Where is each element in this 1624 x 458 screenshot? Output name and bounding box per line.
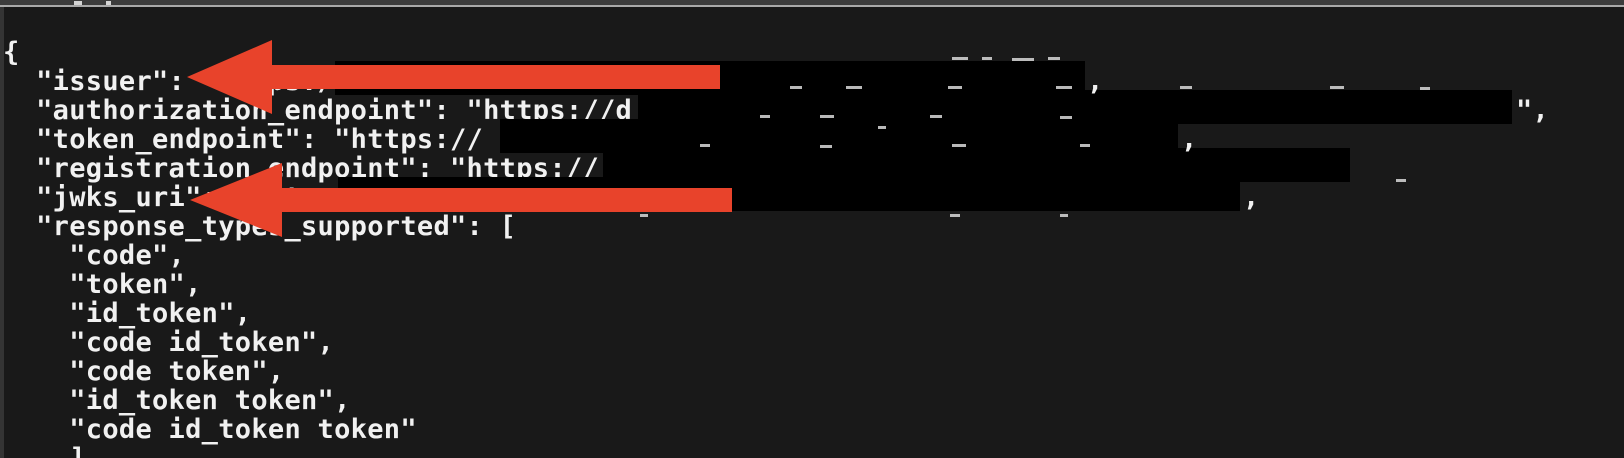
redacted-text-remnant [1060, 116, 1072, 119]
json-suffix-issuer: , [1087, 66, 1104, 97]
window-edge-left [0, 7, 4, 458]
json-suffix-authorization: ", [1516, 95, 1550, 126]
json-suffix-token: , [1181, 124, 1198, 155]
json-line-id-token-token: "id_token token", [3, 385, 351, 416]
redacted-text-remnant [948, 86, 962, 89]
json-line-jwks-uri: "jwks_uri": "https:// [3, 182, 384, 213]
redacted-text-remnant [700, 144, 710, 147]
redacted-text-remnant [1420, 87, 1430, 90]
json-line-token: "token", [3, 269, 202, 300]
redacted-text-remnant [1080, 144, 1090, 147]
json-line-code-token: "code token", [3, 356, 285, 387]
redacted-text-remnant [846, 86, 862, 89]
json-suffix-jwks: , [1243, 182, 1260, 213]
window-divider [0, 5, 1624, 7]
window-edge-strip [0, 0, 1624, 5]
redaction-bar-authorization [638, 90, 1512, 124]
redacted-text-remnant [820, 145, 832, 148]
redacted-text-remnant [950, 214, 960, 217]
json-line-response-types: "response_types_supported": [ [3, 211, 517, 242]
redacted-text-remnant [1048, 57, 1060, 60]
redacted-text-remnant [790, 86, 802, 89]
redacted-text-remnant [640, 214, 648, 217]
redacted-text-remnant [878, 126, 886, 129]
clipped-text-remnant [74, 1, 82, 5]
json-line-code-id-token-token: "code id_token token" [3, 414, 417, 445]
redacted-text-remnant [1056, 86, 1072, 89]
redacted-text-remnant [1180, 86, 1192, 89]
redacted-text-remnant [952, 57, 968, 60]
redacted-text-remnant [668, 86, 678, 89]
json-line-close-bracket: ] [3, 443, 86, 458]
redacted-text-remnant [930, 115, 942, 118]
redacted-text-remnant [820, 115, 834, 118]
redaction-bar-token [500, 119, 1178, 153]
json-line-issuer: "issuer": "https:// [3, 66, 351, 97]
redacted-text-remnant [1060, 214, 1068, 217]
redacted-text-remnant [952, 144, 966, 147]
redacted-text-remnant [700, 86, 714, 89]
json-line-code: "code", [3, 240, 186, 271]
redacted-text-remnant [982, 57, 992, 60]
redacted-text-remnant [1396, 179, 1406, 182]
redaction-bar-jwks [338, 177, 1240, 211]
json-line-open-brace: { [3, 37, 20, 68]
json-line-id-token: "id_token", [3, 298, 252, 329]
json-line-token-endpoint: "token_endpoint": "https:// [3, 124, 484, 155]
redacted-text-remnant [1330, 86, 1344, 89]
redacted-text-remnant [1012, 58, 1034, 61]
json-line-code-id-token: "code id_token", [3, 327, 335, 358]
clipped-text-remnant [106, 1, 111, 5]
redacted-text-remnant [760, 115, 770, 118]
